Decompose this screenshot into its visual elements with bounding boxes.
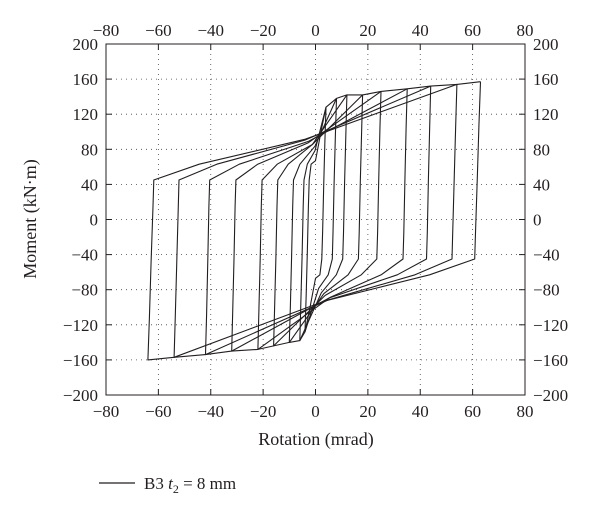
y-tick-label: −200 (63, 386, 98, 405)
y-tick-label-right: −200 (533, 386, 568, 405)
y-tick-label: −40 (71, 246, 98, 265)
legend-variable: t (168, 474, 174, 493)
y-tick-label: 0 (90, 211, 99, 230)
x-tick-label: 60 (464, 402, 481, 421)
hysteresis-loop (204, 85, 432, 356)
y-tick-label: 160 (73, 70, 99, 89)
x-tick-label-top: 20 (359, 21, 376, 40)
y-tick-label-right: −120 (533, 316, 568, 335)
legend-label: B3 t2 = 8 mm (144, 474, 236, 496)
y-tick-label-right: 0 (533, 211, 542, 230)
legend-suffix: = 8 mm (179, 474, 236, 493)
x-tick-label: 40 (412, 402, 429, 421)
y-tick-label: 200 (73, 35, 99, 54)
hysteresis-loop (231, 88, 408, 352)
y-tick-label-right: −40 (533, 246, 560, 265)
y-tick-label: 120 (73, 105, 99, 124)
x-tick-label: 0 (311, 402, 320, 421)
x-tick-label-top: 40 (412, 21, 429, 40)
x-tick-label-top: −60 (145, 21, 172, 40)
y-tick-label: −160 (63, 351, 98, 370)
y-tick-label: 40 (81, 175, 98, 194)
hysteresis-loop (147, 81, 482, 361)
x-tick-label-top: −40 (197, 21, 224, 40)
x-tick-label: −60 (145, 402, 172, 421)
legend-prefix: B3 (144, 474, 168, 493)
y-tick-label-right: −160 (533, 351, 568, 370)
y-tick-label-right: 160 (533, 70, 559, 89)
x-tick-label: 20 (359, 402, 376, 421)
x-axis-label: Rotation (mrad) (258, 429, 373, 450)
hysteresis-loop (273, 94, 364, 347)
x-tick-label-top: 60 (464, 21, 481, 40)
x-tick-label: −80 (93, 402, 120, 421)
axis-ticks: −80−80−60−60−40−40−20−200020204040606080… (63, 21, 568, 421)
x-tick-label-top: −20 (250, 21, 277, 40)
y-tick-label-right: 120 (533, 105, 559, 124)
x-tick-label-top: 80 (517, 21, 534, 40)
y-tick-label-right: −80 (533, 281, 560, 300)
y-tick-label: −80 (71, 281, 98, 300)
x-tick-label: 80 (517, 402, 534, 421)
y-tick-label-right: 40 (533, 175, 550, 194)
y-tick-label-right: 200 (533, 35, 559, 54)
hysteresis-curves (147, 81, 482, 361)
hysteresis-loop (173, 83, 458, 358)
y-tick-label-right: 80 (533, 140, 550, 159)
grid (106, 44, 525, 395)
y-axis-label: Moment (kN·m) (20, 159, 41, 278)
x-tick-label: −40 (197, 402, 224, 421)
legend-subscript: 2 (173, 482, 179, 496)
legend: B3 t2 = 8 mm (99, 474, 236, 496)
x-tick-label: −20 (250, 402, 277, 421)
y-tick-label: 80 (81, 140, 98, 159)
x-tick-label-top: 0 (311, 21, 320, 40)
y-tick-label: −120 (63, 316, 98, 335)
x-tick-label-top: −80 (93, 21, 120, 40)
hysteresis-loop (288, 94, 348, 343)
